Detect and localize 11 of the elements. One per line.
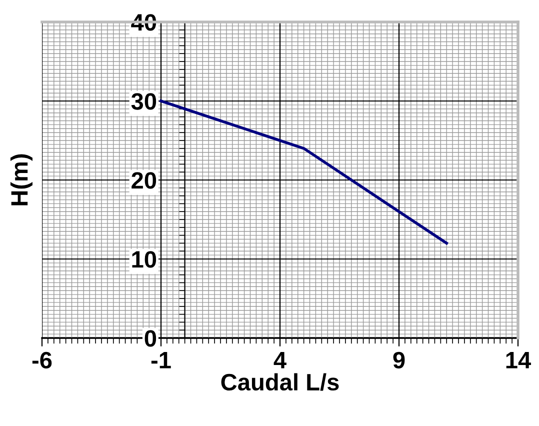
y-tick-label: 0 — [144, 330, 156, 347]
x-tick-label: 4 — [274, 352, 286, 368]
y-axis-title: H(m) — [10, 154, 32, 206]
y-tick-label: 30 — [131, 93, 156, 110]
y-tick-label: 10 — [132, 251, 156, 268]
x-tick-label: -6 — [32, 352, 52, 369]
x-tick-label: 9 — [393, 352, 405, 369]
x-tick-label: -1 — [151, 352, 171, 368]
x-axis-title: Caudal L/s — [221, 373, 339, 391]
x-tick-label: 14 — [506, 352, 532, 368]
y-tick-label: 20 — [132, 172, 156, 189]
